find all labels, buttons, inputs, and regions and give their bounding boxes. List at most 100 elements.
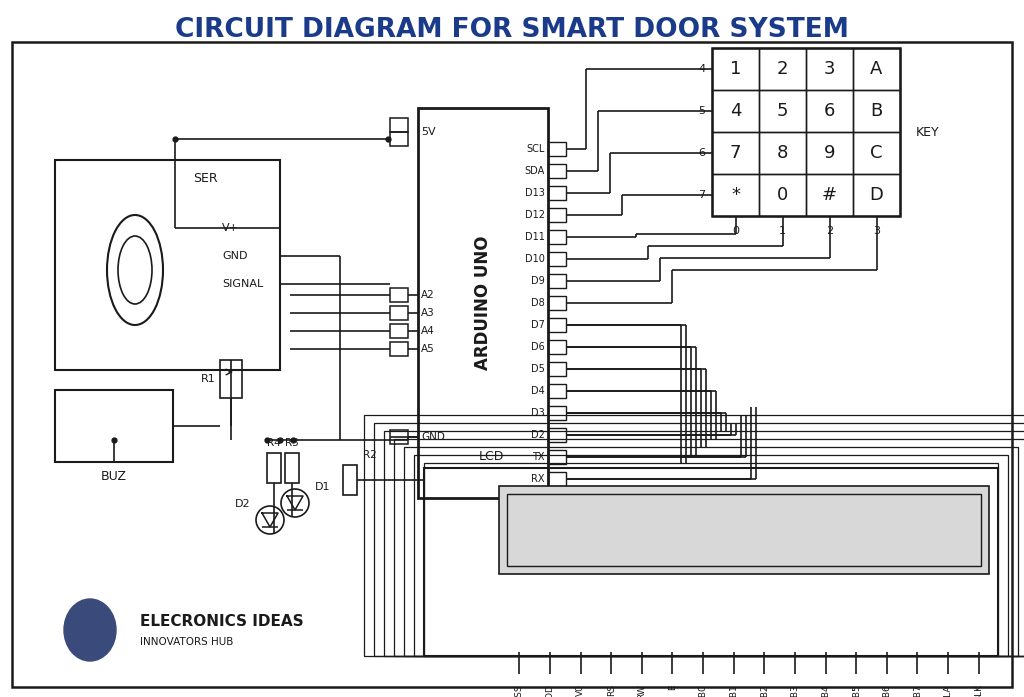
Bar xyxy=(390,288,408,302)
Bar xyxy=(390,324,408,338)
Text: A: A xyxy=(870,60,883,78)
Text: R1: R1 xyxy=(201,374,215,384)
Bar xyxy=(404,447,1018,656)
Bar xyxy=(853,90,900,132)
Bar xyxy=(424,468,998,656)
Bar xyxy=(806,132,853,174)
Text: 7: 7 xyxy=(730,144,741,162)
Bar xyxy=(806,174,853,216)
Text: DB3: DB3 xyxy=(791,684,800,697)
Bar xyxy=(548,362,566,376)
Text: D5: D5 xyxy=(531,364,545,374)
Bar xyxy=(343,465,357,495)
Text: #: # xyxy=(822,186,837,204)
Bar xyxy=(806,90,853,132)
Text: 6: 6 xyxy=(698,148,706,158)
Text: V+: V+ xyxy=(222,223,239,233)
Bar xyxy=(548,318,566,332)
Bar xyxy=(220,360,242,398)
Text: 5: 5 xyxy=(698,106,706,116)
Text: 0: 0 xyxy=(777,186,788,204)
Text: DB7: DB7 xyxy=(913,684,922,697)
Text: ARDUINO UNO: ARDUINO UNO xyxy=(474,236,492,370)
Bar xyxy=(548,252,566,266)
Text: R3: R3 xyxy=(285,438,299,448)
Text: D8: D8 xyxy=(531,298,545,308)
Bar xyxy=(55,390,173,462)
Text: BUZ: BUZ xyxy=(101,470,127,482)
Bar xyxy=(414,455,1008,656)
Text: 3: 3 xyxy=(873,226,880,236)
Text: SER: SER xyxy=(193,171,218,185)
Text: A2: A2 xyxy=(421,290,435,300)
Bar xyxy=(548,230,566,244)
Text: SDA: SDA xyxy=(524,166,545,176)
Text: RW: RW xyxy=(637,684,646,697)
Text: VSS: VSS xyxy=(515,684,524,697)
Text: V0: V0 xyxy=(577,684,585,696)
Text: D10: D10 xyxy=(525,254,545,264)
Bar xyxy=(853,174,900,216)
Bar xyxy=(424,463,998,656)
Text: CIRCUIT DIAGRAM FOR SMART DOOR SYSTEM: CIRCUIT DIAGRAM FOR SMART DOOR SYSTEM xyxy=(175,17,849,43)
Text: D3: D3 xyxy=(531,408,545,418)
Bar xyxy=(384,431,1024,656)
Bar xyxy=(548,142,566,156)
Text: INNOVATORS HUB: INNOVATORS HUB xyxy=(140,637,233,647)
Text: D6: D6 xyxy=(531,342,545,352)
Text: D4: D4 xyxy=(531,386,545,396)
Text: A5: A5 xyxy=(421,344,435,354)
Text: 5: 5 xyxy=(777,102,788,120)
Bar xyxy=(806,48,853,90)
Text: KEY: KEY xyxy=(916,125,940,139)
Bar xyxy=(712,132,759,174)
Bar xyxy=(499,486,989,574)
Bar xyxy=(267,453,281,483)
Text: D11: D11 xyxy=(525,232,545,242)
Bar xyxy=(548,274,566,288)
Bar xyxy=(285,453,299,483)
Bar xyxy=(759,132,806,174)
Text: R4: R4 xyxy=(267,438,281,448)
Text: B: B xyxy=(870,102,883,120)
Text: DB4: DB4 xyxy=(821,684,830,697)
Bar xyxy=(712,174,759,216)
Bar xyxy=(364,415,1024,656)
Bar xyxy=(548,406,566,420)
Text: D2: D2 xyxy=(531,430,545,440)
Bar xyxy=(759,48,806,90)
Bar xyxy=(390,118,408,132)
Text: ELECRONICS IDEAS: ELECRONICS IDEAS xyxy=(140,615,304,629)
Text: D1: D1 xyxy=(315,482,331,492)
Text: 6: 6 xyxy=(824,102,836,120)
Text: 4: 4 xyxy=(730,102,741,120)
Text: DB1: DB1 xyxy=(729,684,738,697)
Text: D: D xyxy=(869,186,884,204)
Text: SCL: SCL xyxy=(526,144,545,154)
Text: A4: A4 xyxy=(421,326,435,336)
Text: 7: 7 xyxy=(698,190,706,200)
Bar xyxy=(759,90,806,132)
Text: 0: 0 xyxy=(732,226,739,236)
Bar xyxy=(548,164,566,178)
Bar xyxy=(374,423,1024,656)
Text: C: C xyxy=(870,144,883,162)
Text: D7: D7 xyxy=(531,320,545,330)
Bar xyxy=(548,428,566,442)
Text: *: * xyxy=(731,186,740,204)
Text: LCD: LCD xyxy=(479,450,505,463)
Text: D13: D13 xyxy=(525,188,545,198)
Text: DB0: DB0 xyxy=(698,684,708,697)
Bar xyxy=(548,384,566,398)
Text: DB6: DB6 xyxy=(883,684,891,697)
Text: 8: 8 xyxy=(777,144,788,162)
Bar xyxy=(548,472,566,486)
Text: RS: RS xyxy=(606,684,615,696)
Text: RX: RX xyxy=(531,474,545,484)
Bar xyxy=(759,174,806,216)
Text: E: E xyxy=(668,684,677,689)
Text: DB2: DB2 xyxy=(760,684,769,697)
Text: A3: A3 xyxy=(421,308,435,318)
Text: R2: R2 xyxy=(362,450,377,460)
Text: GND: GND xyxy=(421,432,444,442)
